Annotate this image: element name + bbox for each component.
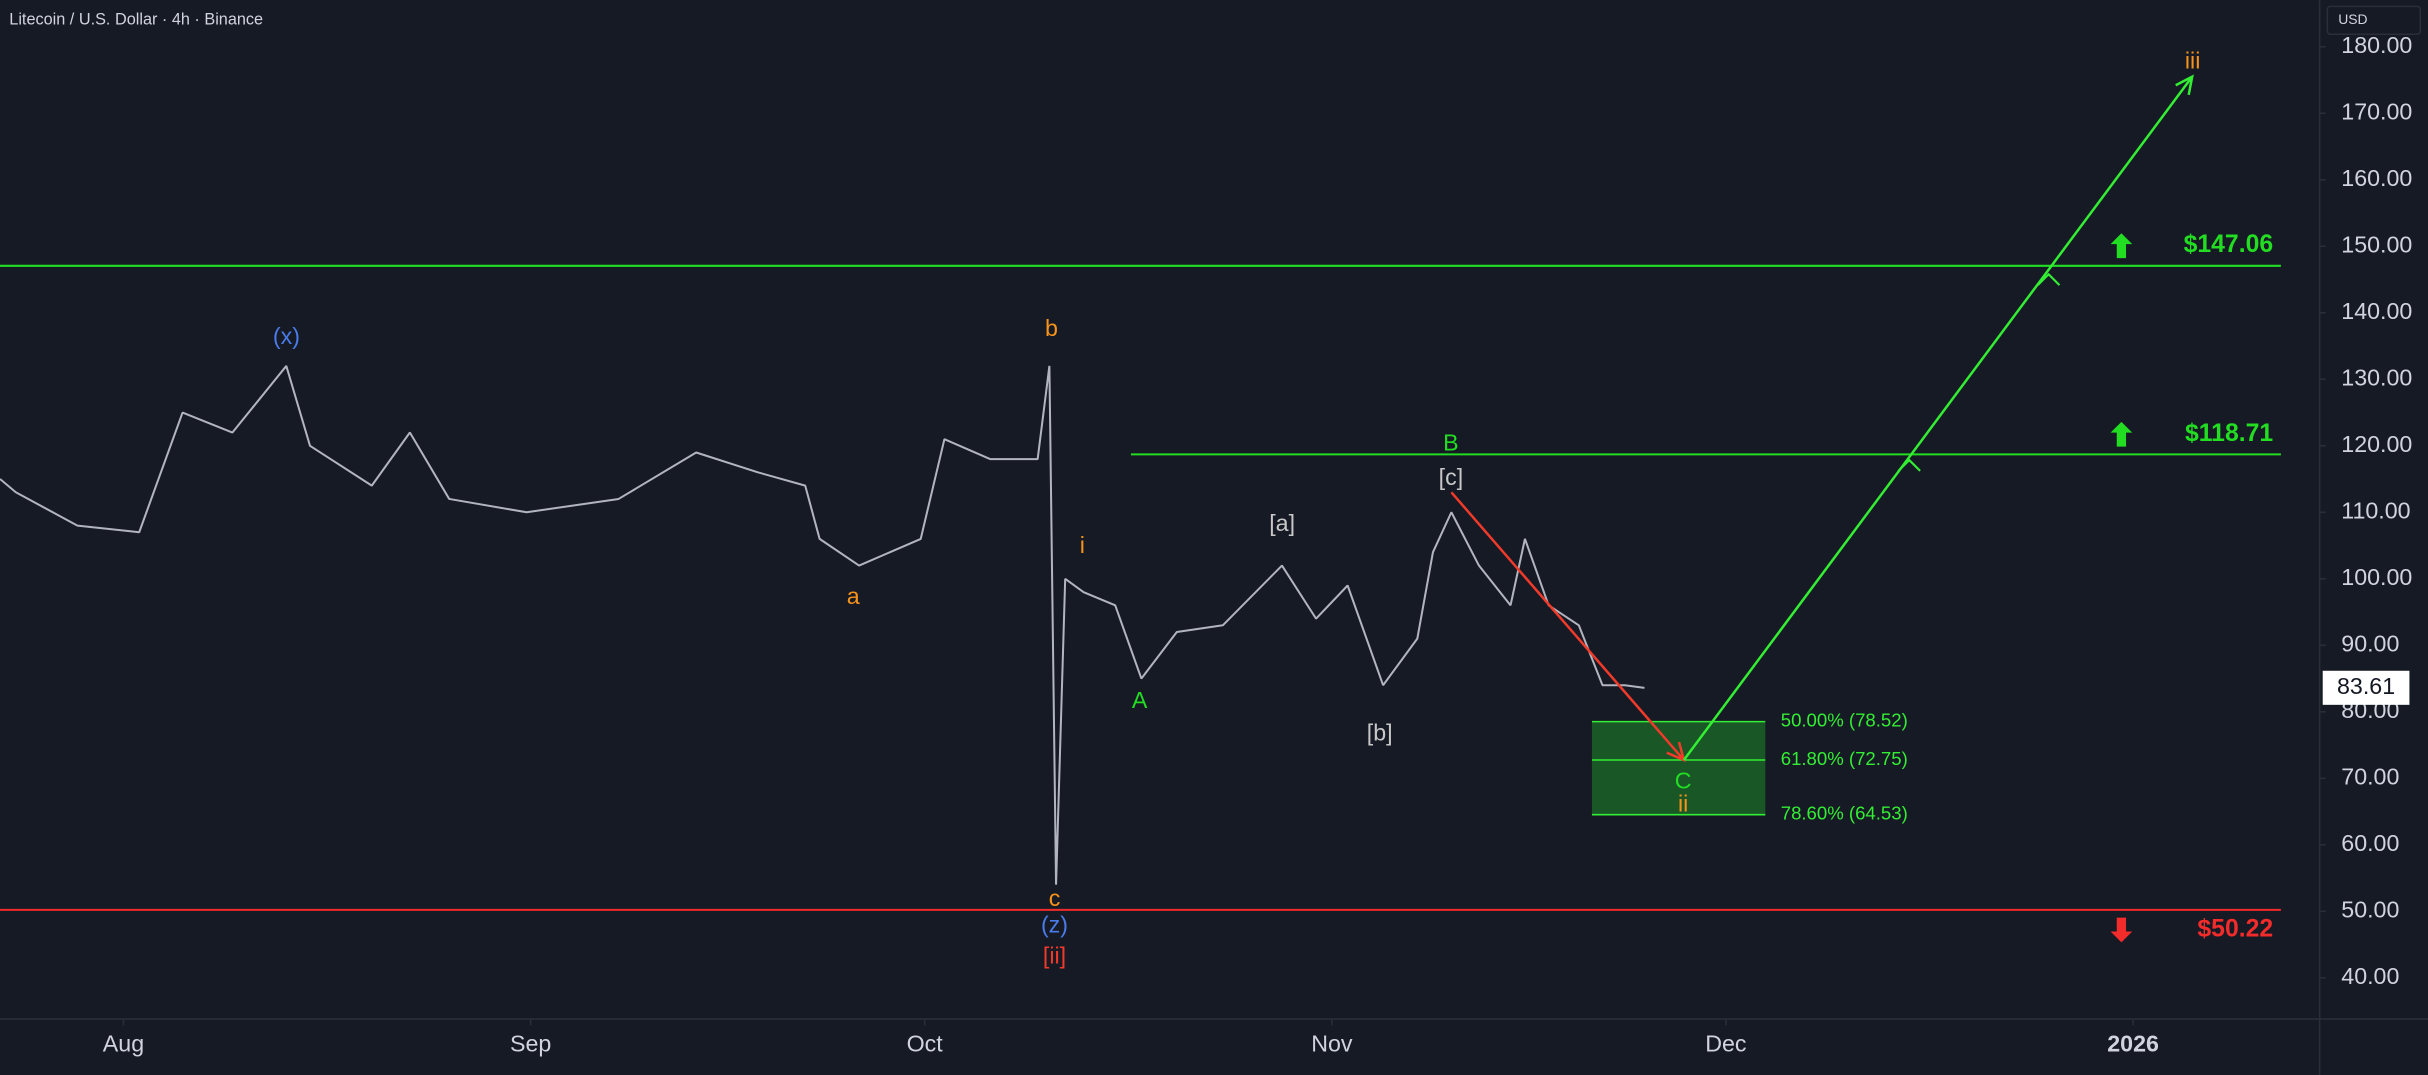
projection-arrow (1682, 75, 2194, 761)
wave-label: iii (2185, 47, 2200, 73)
projection-arrow (1450, 491, 1685, 761)
last-price-box (2322, 670, 2410, 705)
direction-icon (2110, 421, 2133, 447)
wave-label: i (1080, 532, 1085, 558)
price-level-label: $118.71 (2185, 420, 2273, 447)
level-cross-mark (2037, 272, 2061, 286)
direction-icon (2110, 233, 2133, 259)
y-tick-label: 150.00 (2341, 231, 2412, 257)
y-tick-label: 140.00 (2341, 298, 2412, 324)
y-tick-label: 60.00 (2341, 830, 2399, 856)
price-level-label: $50.22 (2197, 916, 2273, 943)
y-tick-label: 130.00 (2341, 364, 2412, 390)
wave-label: a (847, 583, 860, 609)
arrow-head (2175, 74, 2194, 96)
wave-label: (z) (1041, 911, 1068, 937)
y-tick-label: 100.00 (2341, 564, 2412, 590)
wave-label: [ii] (1043, 942, 1066, 968)
wave-label: c (1049, 885, 1061, 911)
x-tick-label: 2026 (2107, 1031, 2159, 1057)
fib-label: 50.00% (78.52) (1781, 710, 1908, 731)
wave-label: [b] (1367, 719, 1393, 745)
y-tick-label: 90.00 (2341, 630, 2399, 656)
x-tick-label: Aug (103, 1031, 144, 1057)
y-tick-label: 110.00 (2341, 497, 2410, 523)
x-tick-label: Dec (1705, 1031, 1746, 1057)
currency-label: USD (2338, 11, 2367, 27)
y-tick-label: 50.00 (2341, 896, 2399, 922)
y-tick-label: 120.00 (2341, 431, 2412, 457)
last-price-label: 83.61 (2337, 673, 2395, 699)
x-tick-label: Oct (907, 1031, 944, 1057)
price-level-label: $147.06 (2184, 231, 2274, 258)
wave-label: B (1443, 430, 1459, 456)
wave-label: ii (1678, 791, 1688, 817)
y-tick-label: 180.00 (2341, 32, 2412, 58)
price-line (0, 365, 1645, 885)
wave-label: A (1132, 687, 1148, 713)
symbol-title: Litecoin / U.S. Dollar · 4h · Binance (9, 11, 263, 29)
x-tick-label: Sep (510, 1031, 551, 1057)
x-tick-label: Nov (1311, 1031, 1353, 1057)
fib-label: 78.60% (64.53) (1781, 803, 1908, 824)
y-tick-label: 160.00 (2341, 165, 2412, 191)
y-tick-label: 70.00 (2341, 763, 2399, 789)
level-cross-mark (1897, 458, 1921, 472)
currency-box (2326, 5, 2422, 36)
fib-label: 61.80% (72.75) (1781, 748, 1908, 769)
wave-label: (x) (273, 323, 300, 349)
wave-label: [c] (1439, 464, 1464, 490)
y-tick-label: 40.00 (2341, 963, 2399, 989)
wave-label: C (1675, 767, 1692, 793)
wave-label: b (1045, 315, 1058, 341)
fib-zone (1591, 721, 1766, 815)
direction-icon (2110, 917, 2133, 943)
y-tick-label: 170.00 (2341, 98, 2412, 124)
wave-label: [a] (1269, 510, 1295, 536)
